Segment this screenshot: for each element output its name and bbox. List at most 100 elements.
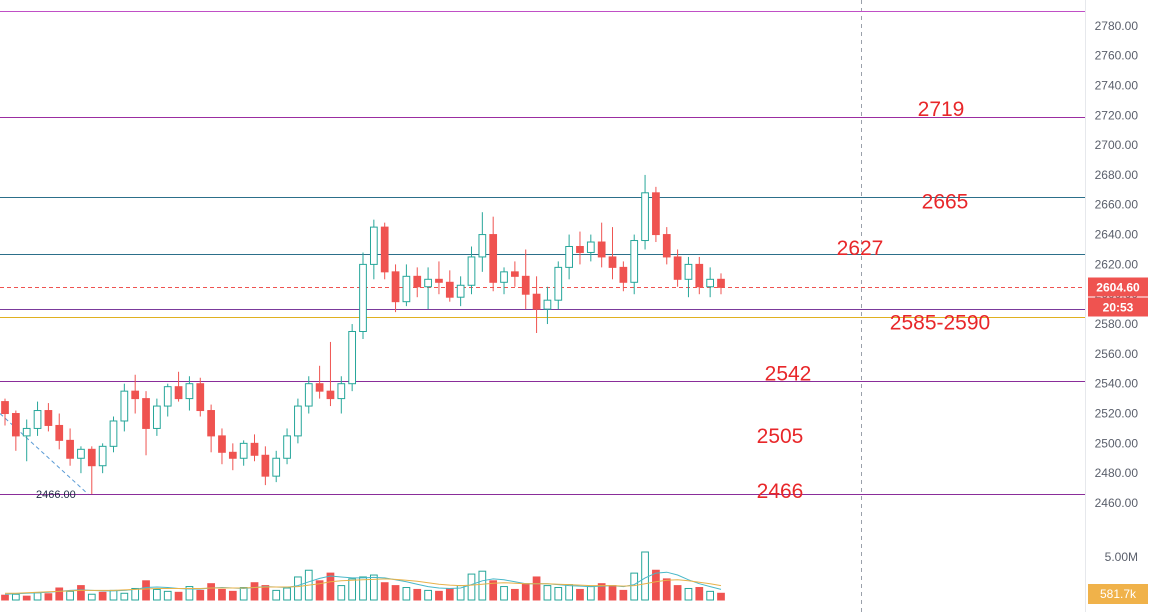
candle[interactable] — [44, 403, 53, 432]
candle[interactable] — [500, 267, 508, 295]
candle[interactable] — [283, 428, 291, 465]
candle[interactable] — [695, 256, 704, 295]
candle-body — [163, 386, 172, 407]
candle[interactable] — [22, 419, 31, 462]
candle[interactable] — [456, 276, 465, 307]
candle[interactable] — [348, 324, 357, 392]
volume-bar — [1, 594, 9, 601]
volume-bar — [684, 587, 693, 601]
candle[interactable] — [98, 443, 107, 474]
candle[interactable] — [467, 246, 476, 295]
price-tick-label: 2640.00 — [1095, 228, 1139, 242]
volume-bar — [489, 580, 498, 601]
candle[interactable] — [66, 428, 74, 466]
volume-bar — [283, 587, 291, 601]
candle[interactable] — [11, 410, 20, 451]
candle[interactable] — [521, 249, 530, 310]
candle[interactable] — [174, 371, 183, 402]
volume-bar — [424, 589, 432, 601]
price-tick-label: 2480.00 — [1095, 466, 1139, 480]
candle[interactable] — [424, 267, 432, 310]
candle[interactable] — [369, 219, 378, 280]
volume-bar — [576, 588, 584, 601]
candle[interactable] — [153, 398, 161, 436]
candle[interactable] — [565, 234, 573, 280]
candle[interactable] — [673, 249, 682, 287]
candle[interactable] — [163, 383, 172, 417]
candle[interactable] — [532, 276, 541, 333]
candle[interactable] — [120, 383, 129, 432]
candle[interactable] — [218, 428, 226, 465]
candle[interactable] — [294, 398, 302, 444]
candle[interactable] — [337, 376, 346, 414]
volume-bar — [662, 578, 671, 601]
volume-bar — [500, 586, 508, 601]
candle-body — [706, 278, 715, 288]
candle[interactable] — [717, 273, 725, 295]
candle[interactable] — [185, 376, 194, 411]
candle[interactable] — [586, 234, 595, 262]
volume-bar — [652, 569, 660, 601]
candle-body — [174, 386, 183, 400]
candle[interactable] — [543, 286, 552, 325]
candle[interactable] — [380, 222, 389, 280]
candle[interactable] — [261, 446, 270, 486]
candle[interactable] — [250, 434, 259, 462]
candle[interactable] — [402, 264, 411, 307]
volume-bar — [619, 589, 628, 601]
candle[interactable] — [554, 261, 563, 310]
candle[interactable] — [55, 413, 64, 450]
price-tick-label: 2520.00 — [1095, 407, 1139, 421]
candle-body — [435, 278, 443, 283]
candle[interactable] — [652, 186, 660, 243]
candle-body — [131, 390, 140, 400]
candle[interactable] — [131, 374, 140, 414]
volume-bar — [207, 583, 215, 601]
candle[interactable] — [33, 401, 42, 436]
candle[interactable] — [228, 443, 237, 471]
candle[interactable] — [1, 398, 9, 426]
candle[interactable] — [391, 264, 400, 313]
candle[interactable] — [196, 377, 205, 417]
candle[interactable] — [304, 376, 313, 414]
candle[interactable] — [576, 231, 584, 265]
candle[interactable] — [619, 261, 628, 292]
candle[interactable] — [641, 174, 649, 250]
candle-body — [142, 398, 150, 429]
candle[interactable] — [662, 227, 671, 265]
volume-bar — [391, 585, 400, 601]
price-axis[interactable]: 2460.00 2480.00 2500.00 2520.00 2540.00 2560.… — [1095, 0, 1139, 510]
candle[interactable] — [326, 341, 335, 407]
candle-body — [717, 278, 725, 288]
price-tick-label: 2760.00 — [1095, 49, 1139, 63]
candle-body — [630, 240, 639, 283]
candle[interactable] — [413, 267, 422, 298]
candle[interactable] — [142, 391, 150, 456]
candle[interactable] — [272, 450, 281, 483]
candle[interactable] — [77, 446, 85, 474]
candle[interactable] — [684, 256, 693, 298]
candle[interactable] — [87, 446, 96, 495]
candle[interactable] — [597, 222, 606, 268]
candle[interactable] — [630, 234, 639, 295]
candle[interactable] — [239, 440, 248, 466]
candle[interactable] — [478, 212, 487, 272]
candle[interactable] — [207, 404, 215, 453]
price-tick-label: 2460.00 — [1095, 496, 1139, 510]
candle[interactable] — [109, 416, 118, 453]
candle[interactable] — [489, 216, 498, 292]
candle-body — [250, 442, 259, 456]
candle[interactable] — [359, 252, 367, 339]
volume-bar — [359, 576, 367, 601]
volume-bar — [532, 576, 541, 601]
candle-body — [1, 401, 9, 415]
volume-bar — [521, 583, 530, 601]
candle[interactable] — [706, 267, 715, 298]
candle[interactable] — [445, 270, 454, 302]
candle[interactable] — [511, 261, 519, 287]
current-volume-value: 581.7k — [1100, 587, 1137, 601]
candle[interactable] — [608, 227, 617, 280]
candle[interactable] — [435, 261, 443, 295]
candle[interactable] — [315, 365, 324, 399]
